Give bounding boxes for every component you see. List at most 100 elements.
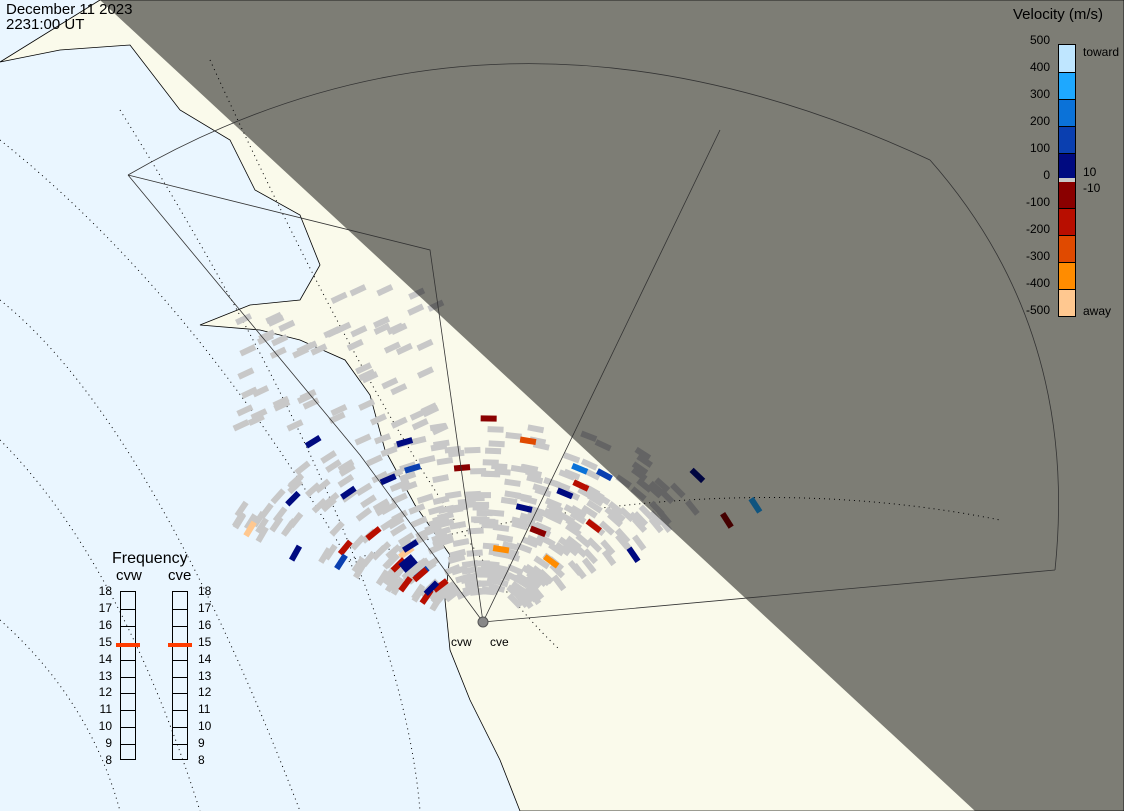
ground-scatter-cell — [288, 472, 305, 488]
ground-scatter-cell — [648, 517, 664, 534]
velocity-echo-cell — [412, 567, 429, 583]
ground-scatter-cell — [432, 495, 450, 506]
ground-scatter-cell — [515, 492, 532, 502]
ground-scatter-cell — [382, 553, 398, 570]
ground-scatter-cell — [487, 426, 504, 433]
ground-scatter-cell — [484, 447, 502, 455]
ground-scatter-cell — [328, 411, 346, 424]
ground-scatter-cell — [380, 445, 398, 457]
ground-scatter-cell — [304, 482, 321, 498]
ground-scatter-cell — [361, 550, 377, 568]
ground-scatter-cell — [479, 518, 496, 525]
frequency-tick: 9 — [198, 736, 205, 751]
ground-scatter-cell — [287, 478, 304, 495]
ground-scatter-cell — [330, 291, 348, 304]
ground-scatter-cell — [432, 439, 450, 449]
ground-scatter-cell — [360, 494, 377, 509]
ground-scatter-cell — [269, 346, 287, 359]
ground-scatter-cell — [350, 325, 368, 338]
ground-scatter-cell — [373, 433, 392, 445]
ground-scatter-cell — [372, 316, 390, 329]
ground-scatter-cell — [444, 490, 462, 500]
ground-scatter-cell — [437, 504, 455, 515]
velocity-echo-cell — [404, 463, 422, 474]
ground-scatter-cell — [409, 408, 427, 421]
ground-scatter-cell — [516, 590, 532, 607]
ground-scatter-cell — [272, 506, 288, 523]
ground-scatter-cell — [527, 424, 545, 434]
colorbar-neg-label: -10 — [1083, 181, 1101, 195]
ground-scatter-cell — [464, 446, 481, 454]
ground-scatter-cell — [529, 584, 545, 601]
ground-scatter-cell — [569, 510, 587, 525]
ground-scatter-cell — [408, 503, 426, 515]
ground-scatter-cell — [415, 527, 433, 540]
ground-scatter-cell — [502, 541, 520, 551]
ground-scatter-cell — [337, 459, 355, 473]
ground-scatter-cell — [271, 334, 289, 347]
ground-scatter-cell — [418, 455, 436, 465]
velocity-echo-cell — [571, 462, 589, 475]
ground-scatter-cell — [355, 507, 373, 522]
ground-scatter-cell — [390, 523, 407, 537]
colorbar-segment — [1059, 153, 1075, 180]
ground-scatter-cell — [355, 482, 373, 497]
ground-scatter-cell — [510, 580, 528, 596]
ground-scatter-cell — [280, 520, 296, 537]
colorbar-tick: 300 — [1029, 87, 1050, 101]
colorbar-tick: -100 — [1025, 195, 1050, 209]
ground-scatter-cell — [563, 452, 581, 464]
ground-scatter-cell — [314, 478, 331, 494]
colorbar-ground-scatter — [1059, 178, 1075, 182]
frequency-radar-cvw: cvw — [116, 567, 142, 584]
ground-scatter-cell — [431, 423, 449, 436]
velocity-echo-cell — [423, 580, 440, 596]
ground-scatter-cell — [365, 454, 383, 467]
radar-label-cve: cve — [490, 635, 509, 649]
frequency-tick: 12 — [198, 685, 212, 700]
ground-scatter-cell — [448, 553, 466, 564]
ground-scatter-cell — [255, 517, 269, 535]
ground-scatter-cell — [493, 571, 511, 582]
ground-scatter-cell — [255, 526, 269, 543]
ground-scatter-cell — [534, 486, 552, 498]
ground-scatter-cell — [582, 548, 598, 565]
ground-scatter-cell — [529, 436, 547, 446]
ground-scatter-cell — [422, 556, 440, 571]
velocity-echo-cell — [453, 464, 471, 472]
colorbar-pos-label: 10 — [1083, 165, 1097, 179]
ground-scatter-cell — [452, 538, 470, 547]
ground-scatter-cell — [311, 497, 328, 514]
frequency-tick: 11 — [99, 702, 112, 717]
frequency-scale-cvw — [120, 591, 136, 760]
night-shade — [100, 0, 1124, 811]
frequency-tick: 9 — [105, 736, 112, 751]
ground-scatter-cell — [558, 469, 576, 481]
ground-scatter-cell — [434, 526, 452, 537]
ground-scatter-cell — [533, 555, 551, 570]
frequency-tick: 17 — [98, 600, 112, 615]
ground-scatter-cell — [526, 534, 544, 547]
velocity-echo-cell — [304, 434, 322, 449]
ground-scatter-cell — [482, 459, 499, 466]
date-label: December 11 2023 — [6, 1, 133, 18]
ground-scatter-cell — [577, 486, 595, 500]
ground-scatter-cell — [472, 504, 489, 511]
ground-scatter-cell — [544, 497, 562, 510]
ground-scatter-cell — [270, 488, 286, 505]
velocity-echo-cell — [480, 415, 497, 422]
ground-scatter-cell — [481, 561, 498, 569]
velocity-echo-cell — [529, 525, 547, 538]
ground-scatter-cell — [337, 473, 355, 488]
ground-scatter-cell — [381, 377, 399, 390]
frequency-tick: 14 — [98, 651, 112, 666]
ground-scatter-cell — [607, 501, 625, 516]
ground-scatter-cell — [352, 562, 367, 580]
ground-scatter-cell — [443, 584, 461, 600]
ground-scatter-cell — [507, 593, 523, 609]
ground-scatter-cell — [390, 383, 408, 396]
colorbar-title: Velocity (m/s) — [1013, 6, 1104, 23]
velocity-echo-cell — [365, 526, 382, 541]
colorbar-segment — [1059, 289, 1075, 316]
frequency-tick: 8 — [198, 753, 205, 767]
